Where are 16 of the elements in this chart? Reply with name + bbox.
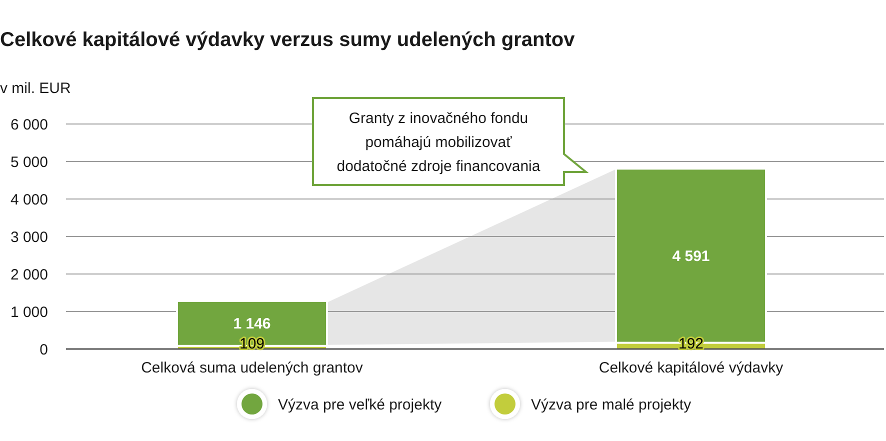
- y-tick-label: 1 000: [10, 304, 48, 321]
- data-label: 1 146: [233, 316, 271, 333]
- annotation: Granty z inovačného fondu pomáhajú mobilizovať dodatočné zdroje financovania: [336, 110, 541, 175]
- data-label: 4 591: [672, 248, 710, 265]
- y-tick-label: 0: [40, 341, 48, 358]
- y-tick-label: 6 000: [10, 116, 48, 134]
- y-tick-label: 4 000: [10, 191, 48, 208]
- y-tick-label: 5 000: [10, 154, 48, 171]
- y-tick-label: 3 000: [10, 228, 48, 246]
- legend-label: Výzva pre veľké projekty: [278, 396, 442, 414]
- legend-label: Výzva pre malé projekty: [531, 396, 692, 414]
- y-tick-label: 2 000: [10, 266, 48, 284]
- chart-title: Celkové kapitálové výdavky verzus sumy udelených grantov: [0, 29, 576, 51]
- x-tick-label: Celkové kapitálové výdavky: [598, 359, 784, 376]
- y-axis-title: v mil. EUR: [0, 80, 71, 97]
- x-tick-label: Celková suma udelených grantov: [141, 359, 364, 376]
